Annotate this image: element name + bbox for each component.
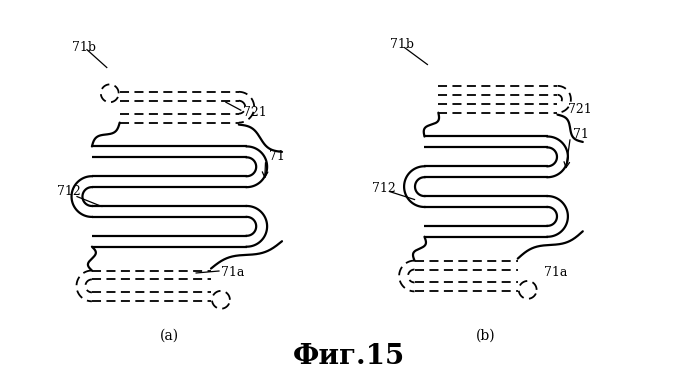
Text: 712: 712 — [372, 182, 396, 195]
Text: 71a: 71a — [221, 266, 245, 279]
Text: (b): (b) — [476, 329, 496, 342]
Text: 721: 721 — [243, 106, 266, 119]
Text: 71b: 71b — [390, 38, 414, 51]
Text: Фиг.15: Фиг.15 — [293, 343, 405, 370]
Text: 712: 712 — [57, 185, 81, 198]
Text: 71b: 71b — [72, 41, 96, 54]
Text: (a): (a) — [160, 329, 179, 342]
Text: 71: 71 — [268, 150, 284, 163]
Text: 71a: 71a — [544, 266, 567, 279]
Text: 71: 71 — [573, 128, 589, 141]
Text: 721: 721 — [568, 103, 592, 116]
